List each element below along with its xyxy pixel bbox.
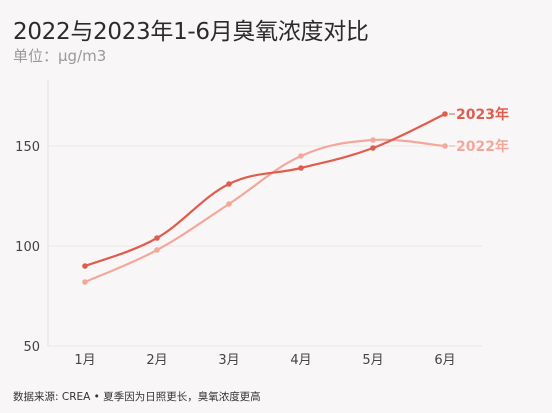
x-tick-label: 6月 [434,353,455,368]
series-label: 2022年 [456,138,509,155]
data-point [154,235,160,241]
data-point [82,279,88,285]
series-line-2023年 [84,113,446,268]
data-point [298,153,304,159]
x-tick-label: 1月 [74,353,95,368]
series-label: 2023年 [456,106,509,123]
chart-subtitle: 单位：μg/m3 [13,47,107,65]
x-tick-label: 4月 [290,353,311,368]
data-point [370,137,376,143]
data-point [82,263,88,269]
x-tick-label: 5月 [362,353,383,368]
series-line-2022年 [84,138,446,284]
x-tick-label: 2月 [146,353,167,368]
data-point [226,181,232,187]
y-tick-label: 150 [15,140,40,155]
data-point [298,165,304,171]
data-point [226,201,232,207]
source-note: 数据来源: CREA • 夏季因为日照更长，臭氧浓度更高 [13,391,261,403]
y-tick-label: 50 [23,340,40,355]
chart-title: 2022与2023年1-6月臭氧浓度对比 [13,19,369,45]
data-point [154,247,160,253]
data-point [442,111,448,117]
y-tick-label: 100 [15,240,40,255]
data-point [370,145,376,151]
data-point [442,143,448,149]
x-tick-label: 3月 [218,353,239,368]
